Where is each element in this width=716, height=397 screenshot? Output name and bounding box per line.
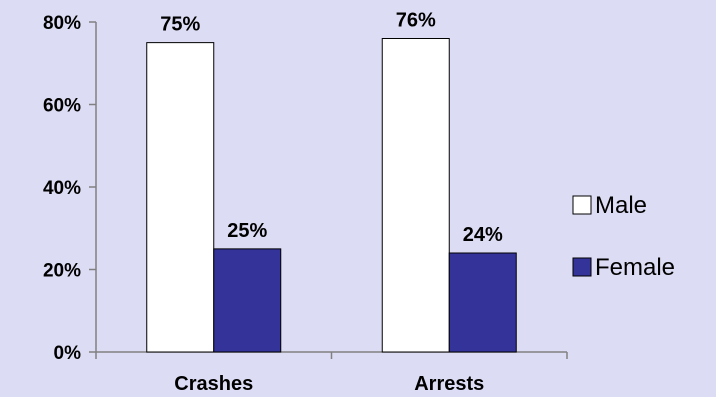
y-tick-label: 0% — [54, 343, 82, 364]
legend-swatch — [572, 257, 592, 277]
data-labels: 75% 25% 76% 24% — [160, 10, 503, 247]
y-tick-label: 80% — [43, 13, 81, 34]
legend-swatch — [572, 195, 592, 215]
y-tick-label: 20% — [43, 261, 81, 282]
data-label-male-arrests: 76% — [396, 10, 436, 32]
data-label-female-crashes: 25% — [227, 220, 267, 242]
bar-male-arrests — [381, 38, 450, 353]
legend-label: Female — [595, 254, 675, 281]
legend-item-male: Male — [572, 192, 647, 219]
y-axis: 0% 20% 40% 60% 80% — [43, 13, 97, 364]
data-label-female-arrests: 24% — [463, 224, 503, 246]
y-tick-label: 40% — [43, 178, 81, 199]
legend-item-female: Female — [572, 254, 675, 281]
bar-male-crashes — [146, 42, 215, 353]
legend: Male Female — [572, 192, 675, 281]
x-axis: Crashes Arrests — [95, 351, 568, 395]
data-label-male-crashes: 75% — [160, 14, 200, 36]
y-tick-label: 60% — [43, 96, 81, 117]
legend-label: Male — [595, 192, 647, 219]
x-category-label: Arrests — [414, 373, 484, 395]
bar-female-crashes — [213, 248, 282, 353]
x-category-label: Crashes — [174, 373, 253, 395]
bars — [146, 38, 517, 353]
bar-female-arrests — [448, 252, 517, 353]
